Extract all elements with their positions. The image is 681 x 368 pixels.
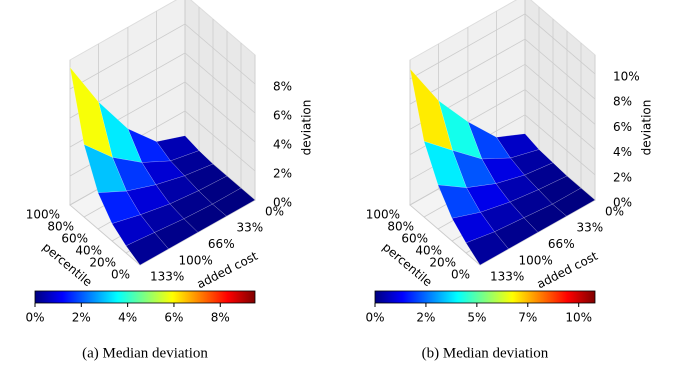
z-tick-label: 0% <box>613 196 632 210</box>
y-tick-label: 133% <box>490 270 524 284</box>
x-tick-label: 80% <box>387 220 414 234</box>
colorbar-tick-label: 10% <box>565 311 592 325</box>
z-tick-label: 10% <box>613 69 640 83</box>
colorbar-tick-label: 8% <box>211 311 230 325</box>
z-tick-label: 6% <box>273 109 292 123</box>
surface-patch <box>465 231 509 266</box>
x-tick-label: 40% <box>415 244 442 258</box>
y-tick-label: 100% <box>179 253 213 267</box>
z-tick-label: 4% <box>273 138 292 152</box>
z-tick-label: 2% <box>273 167 292 181</box>
x-tick-label: 80% <box>47 220 74 234</box>
colorbar-tick-label: 6% <box>164 311 183 325</box>
z-tick-label: 6% <box>613 120 632 134</box>
z-axis-label: deviation <box>640 100 654 156</box>
x-tick-label: 60% <box>61 232 88 246</box>
x-tick-label: 100% <box>366 208 400 222</box>
y-tick-label: 0% <box>265 205 284 219</box>
y-tick-label: 33% <box>576 221 603 235</box>
z-tick-label: 4% <box>613 145 632 159</box>
z-axis-label: deviation <box>300 100 314 156</box>
surface-patch <box>409 67 453 151</box>
x-tick-label: 20% <box>429 256 456 270</box>
x-tick-label: 0% <box>111 268 130 282</box>
colorbar-tick-label: 2% <box>72 311 91 325</box>
panel: 0%2%4%6%8%10%0%20%40%60%80%100% 0%33%66%1… <box>365 0 654 361</box>
y-tick-label: 33% <box>236 221 263 235</box>
x-tick-label: 60% <box>401 232 428 246</box>
z-tick-label: 2% <box>613 170 632 184</box>
grid-line <box>69 60 141 266</box>
colorbar-tick-label: 4% <box>118 311 137 325</box>
z-tick-label: 8% <box>273 80 292 94</box>
panel: 0%2%4%6%8%0%20%40%60%80%100% 0%33%66%100%… <box>25 0 314 361</box>
colorbar <box>374 290 596 304</box>
z-tick-label: 8% <box>613 95 632 109</box>
y-tick-label: 100% <box>519 253 553 267</box>
x-tick-label: 0% <box>451 268 470 282</box>
surface-patch <box>97 190 141 224</box>
grid-line <box>409 60 481 266</box>
y-tick-label: 133% <box>150 270 184 284</box>
x-tick-label: 40% <box>75 244 102 258</box>
y-tick-label: 66% <box>208 237 235 251</box>
y-tick-label: 0% <box>605 205 624 219</box>
colorbar-tick-label: 5% <box>467 311 486 325</box>
surface-patch <box>125 232 169 266</box>
z-tick-label: 0% <box>273 196 292 210</box>
colorbar-tick-label: 2% <box>416 311 435 325</box>
x-tick-label: 100% <box>26 208 60 222</box>
colorbar <box>34 290 256 304</box>
caption: (a) Median deviation <box>82 345 208 361</box>
colorbar-tick-label: 7% <box>518 311 537 325</box>
y-tick-label: 66% <box>548 237 575 251</box>
x-tick-label: 20% <box>89 256 116 270</box>
caption: (b) Median deviation <box>422 345 549 361</box>
colorbar-tick-label: 0% <box>365 311 384 325</box>
colorbar-tick-label: 0% <box>25 311 44 325</box>
